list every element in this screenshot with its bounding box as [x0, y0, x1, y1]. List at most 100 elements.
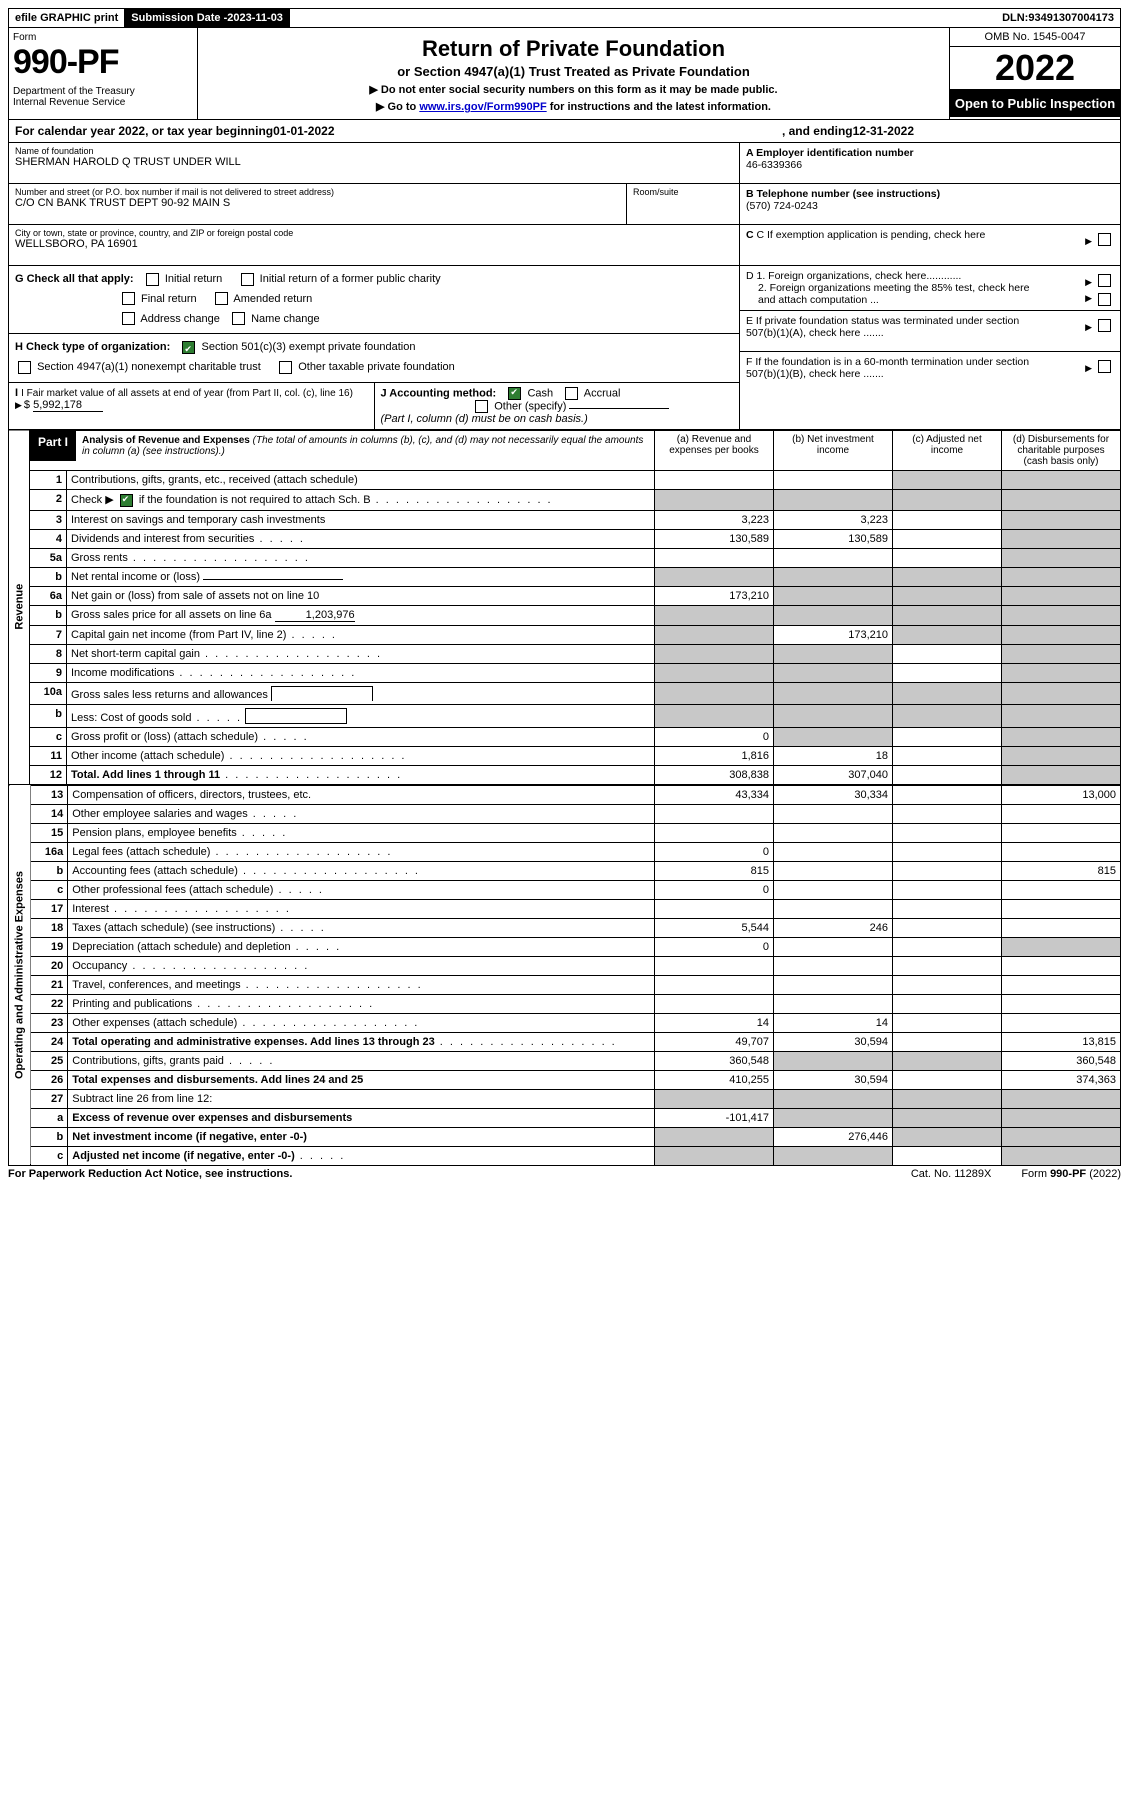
section-j: J Accounting method: Cash Accrual Other … — [375, 383, 740, 429]
chk-e[interactable] — [1098, 319, 1111, 332]
row-27b-text: Net investment income (if negative, ente… — [68, 1127, 655, 1146]
sub-date-value: 2023-11-03 — [227, 12, 283, 24]
row-20: 20Occupancy — [9, 956, 1121, 975]
omb-number: OMB No. 1545-0047 — [950, 28, 1120, 47]
chk-schb[interactable] — [120, 494, 133, 507]
open-public-badge: Open to Public Inspection — [950, 90, 1120, 117]
note2-pre: ▶ Go to — [376, 101, 419, 113]
row-10a: 10aGross sales less returns and allowanc… — [9, 682, 1121, 704]
r12-a: 308,838 — [655, 765, 774, 784]
chk-accrual[interactable] — [565, 387, 578, 400]
row-1: 1Contributions, gifts, grants, etc., rec… — [9, 470, 1121, 489]
r7-b: 173,210 — [774, 625, 893, 644]
row-9-text: Income modifications — [67, 663, 655, 682]
row-14-text: Other employee salaries and wages — [68, 804, 655, 823]
g-o5: Address change — [140, 313, 220, 325]
chk-f[interactable] — [1098, 360, 1111, 373]
chk-name-change[interactable] — [232, 312, 245, 325]
r5b-fill[interactable] — [203, 579, 343, 580]
chk-initial-former[interactable] — [241, 273, 254, 286]
row-26: 26Total expenses and disbursements. Add … — [9, 1070, 1121, 1089]
r6b-t: Gross sales price for all assets on line… — [71, 609, 272, 621]
r2-pre: Check ▶ — [71, 494, 117, 506]
r25-t: Contributions, gifts, grants paid — [72, 1055, 224, 1067]
row-10a-text: Gross sales less returns and allowances — [67, 682, 655, 704]
row-16a: 16aLegal fees (attach schedule)0 — [9, 842, 1121, 861]
footer: For Paperwork Reduction Act Notice, see … — [8, 1166, 1121, 1180]
chk-initial-return[interactable] — [146, 273, 159, 286]
r24-a: 49,707 — [655, 1032, 774, 1051]
chk-d1[interactable] — [1098, 274, 1111, 287]
dept-line2: Internal Revenue Service — [13, 97, 193, 108]
foundation-name-cell: Name of foundation SHERMAN HAROLD Q TRUS… — [9, 143, 739, 183]
row-16b-text: Accounting fees (attach schedule) — [68, 861, 655, 880]
row-4: 4Dividends and interest from securities1… — [9, 529, 1121, 548]
row-11-text: Other income (attach schedule) — [67, 746, 655, 765]
r25-a: 360,548 — [655, 1051, 774, 1070]
name-value: SHERMAN HAROLD Q TRUST UNDER WILL — [15, 156, 733, 168]
address-cell: Number and street (or P.O. box number if… — [9, 184, 627, 224]
row-2: 2Check ▶ if the foundation is not requir… — [9, 489, 1121, 510]
chk-other-taxable[interactable] — [279, 361, 292, 374]
row-2-text: Check ▶ if the foundation is not require… — [67, 489, 655, 510]
r7-t: Capital gain net income (from Part IV, l… — [71, 629, 286, 641]
r17-t: Interest — [72, 903, 109, 915]
chk-d2[interactable] — [1098, 293, 1111, 306]
r10b-box[interactable] — [245, 708, 347, 724]
city-value: WELLSBORO, PA 16901 — [15, 238, 733, 250]
city-cell: City or town, state or province, country… — [9, 225, 739, 266]
calyear-begin: 01-01-2022 — [273, 124, 334, 138]
r14-t: Other employee salaries and wages — [72, 808, 247, 820]
chk-cash[interactable] — [508, 387, 521, 400]
header-right: OMB No. 1545-0047 2022 Open to Public In… — [950, 28, 1120, 119]
r10a-box[interactable] — [271, 686, 373, 701]
r5a-t: Gross rents — [71, 552, 128, 564]
other-method-fill[interactable] — [569, 408, 669, 409]
d-box: D 1. Foreign organizations, check here..… — [740, 266, 1120, 311]
part1-title: Analysis of Revenue and Expenses — [82, 435, 250, 446]
identification-block: Name of foundation SHERMAN HAROLD Q TRUS… — [8, 143, 1121, 430]
part1-header-row: Revenue Part I Analysis of Revenue and E… — [9, 430, 1121, 470]
form-note2: ▶ Go to www.irs.gov/Form990PF for instru… — [204, 100, 943, 113]
row-27a: aExcess of revenue over expenses and dis… — [9, 1108, 1121, 1127]
dln-label: DLN: — [1002, 12, 1028, 24]
r26-a: 410,255 — [655, 1070, 774, 1089]
chk-4947a1[interactable] — [18, 361, 31, 374]
r4-a: 130,589 — [655, 529, 774, 548]
row-7-text: Capital gain net income (from Part IV, l… — [67, 625, 655, 644]
r27c-t: Adjusted net income (if negative, enter … — [72, 1150, 294, 1162]
chk-501c3[interactable] — [182, 341, 195, 354]
row-5a: 5aGross rents — [9, 548, 1121, 567]
g-o1: Initial return — [165, 273, 222, 285]
r15-t: Pension plans, employee benefits — [72, 827, 237, 839]
r20-t: Occupancy — [72, 960, 127, 972]
chk-address-change[interactable] — [122, 312, 135, 325]
chk-amended[interactable] — [215, 292, 228, 305]
submission-date: Submission Date - 2023-11-03 — [125, 9, 290, 27]
r11-a: 1,816 — [655, 746, 774, 765]
chk-final-return[interactable] — [122, 292, 135, 305]
j-o1: Cash — [527, 387, 553, 399]
vlabel-expenses: Operating and Administrative Expenses — [9, 785, 31, 1165]
row-27b: bNet investment income (if negative, ent… — [9, 1127, 1121, 1146]
chk-c[interactable] — [1098, 233, 1111, 246]
r26-b: 30,594 — [774, 1070, 893, 1089]
row-16c-text: Other professional fees (attach schedule… — [68, 880, 655, 899]
e-label: E If private foundation status was termi… — [746, 315, 1046, 339]
r16c-t: Other professional fees (attach schedule… — [72, 884, 273, 896]
chk-other-method[interactable] — [475, 400, 488, 413]
a-label: A Employer identification number — [746, 147, 914, 159]
j-label: J Accounting method: — [381, 387, 497, 399]
row-23-text: Other expenses (attach schedule) — [68, 1013, 655, 1032]
row-3: 3Interest on savings and temporary cash … — [9, 510, 1121, 529]
h-label: H Check type of organization: — [15, 341, 170, 353]
row-16a-text: Legal fees (attach schedule) — [68, 842, 655, 861]
footer-right: Form 990-PF (2022) — [1021, 1168, 1121, 1180]
col-c-header: (c) Adjusted net income — [893, 430, 1002, 470]
row-6a-text: Net gain or (loss) from sale of assets n… — [67, 586, 655, 605]
row-27: 27Subtract line 26 from line 12: — [9, 1089, 1121, 1108]
section-i: I I Fair market value of all assets at e… — [9, 383, 375, 429]
form-link[interactable]: www.irs.gov/Form990PF — [419, 101, 546, 113]
r12-b: 307,040 — [774, 765, 893, 784]
r16a-a: 0 — [655, 842, 774, 861]
